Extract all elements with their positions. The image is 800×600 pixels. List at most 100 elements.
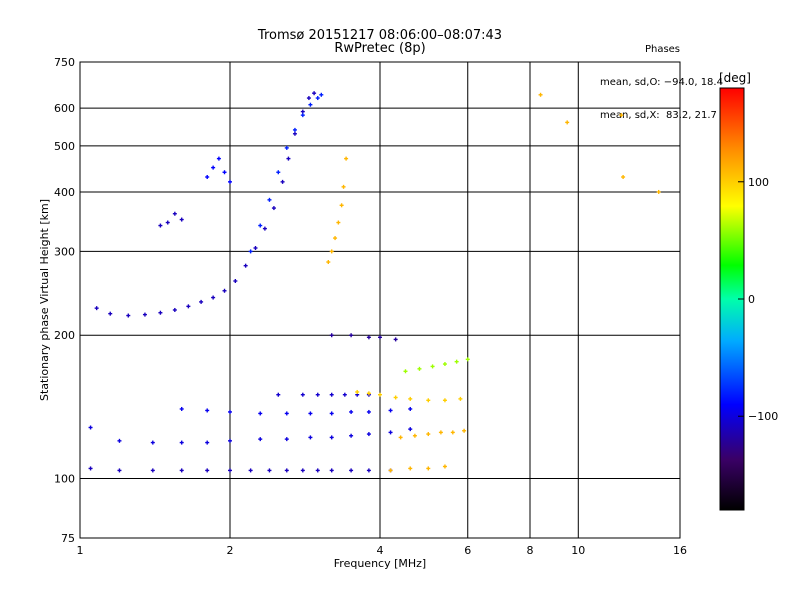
data-point <box>108 311 113 316</box>
data-point <box>276 392 281 397</box>
data-point <box>284 411 289 416</box>
chart-title-line2: RwPretec (8p) <box>334 41 426 56</box>
data-point <box>465 357 470 362</box>
x-tick-label: 16 <box>673 544 687 557</box>
data-point <box>228 179 232 184</box>
data-point <box>243 263 248 268</box>
data-point <box>284 145 289 150</box>
data-point <box>329 249 334 254</box>
data-point <box>88 466 93 471</box>
data-point <box>378 335 382 340</box>
data-point <box>408 406 413 411</box>
data-point <box>300 392 305 397</box>
data-point <box>349 433 354 438</box>
data-point <box>619 113 624 118</box>
x-tick-label: 8 <box>527 544 534 557</box>
x-axis-label: Frequency [MHz] <box>334 557 426 570</box>
data-point <box>179 468 184 473</box>
data-point <box>165 220 170 225</box>
data-point <box>179 440 184 445</box>
data-point <box>329 392 334 397</box>
y-tick-label: 400 <box>54 186 75 199</box>
plot-frame <box>79 61 681 539</box>
data-point <box>228 409 232 414</box>
data-point <box>300 113 305 118</box>
data-point <box>656 189 661 194</box>
phases-heading: Phases <box>644 44 681 55</box>
data-point <box>292 127 297 132</box>
data-point <box>258 437 263 442</box>
y-tick-label: 300 <box>54 245 75 258</box>
data-point <box>126 313 131 318</box>
data-point <box>300 468 305 473</box>
data-point <box>267 468 272 473</box>
data-point <box>442 464 447 469</box>
data-point <box>329 333 334 338</box>
data-point <box>355 389 360 394</box>
data-point <box>228 468 232 473</box>
y-tick-label: 100 <box>54 473 75 486</box>
scatter-points <box>88 91 661 473</box>
data-point <box>438 430 443 435</box>
y-tick-label: 500 <box>54 140 75 153</box>
data-point <box>211 295 216 300</box>
data-point <box>142 312 147 317</box>
data-point <box>621 174 626 179</box>
data-point <box>117 468 122 473</box>
data-point <box>393 395 398 400</box>
data-point <box>186 304 191 309</box>
data-point <box>300 109 305 114</box>
data-point <box>253 246 258 251</box>
data-point <box>393 337 398 342</box>
data-point <box>366 391 371 396</box>
data-point <box>248 249 253 254</box>
data-point <box>271 206 276 211</box>
data-point <box>366 409 371 414</box>
y-tick-label: 750 <box>54 56 75 69</box>
colorbar-tick-label: 100 <box>748 176 769 189</box>
data-point <box>349 409 354 414</box>
data-point <box>88 425 93 430</box>
data-point <box>408 466 413 471</box>
data-point <box>388 430 393 435</box>
data-point <box>315 96 320 101</box>
data-point <box>403 369 408 374</box>
colorbar-tick-label: −100 <box>748 410 778 423</box>
data-point <box>366 432 371 437</box>
data-point <box>308 102 313 107</box>
data-point <box>205 408 210 413</box>
x-tick-label: 4 <box>377 544 384 557</box>
data-point <box>179 406 184 411</box>
data-point <box>262 226 267 231</box>
data-point <box>308 411 313 416</box>
data-point <box>280 179 285 184</box>
data-point <box>366 335 371 340</box>
data-point <box>205 174 210 179</box>
y-axis-label: Stationary phase Virtual Height [km] <box>38 199 51 401</box>
data-point <box>450 430 455 435</box>
data-point <box>442 362 447 367</box>
data-point <box>341 184 346 189</box>
data-point <box>408 427 413 432</box>
data-point <box>378 392 382 397</box>
y-tick-label: 600 <box>54 102 75 115</box>
data-point <box>388 408 393 413</box>
data-point <box>150 440 155 445</box>
data-point <box>248 468 253 473</box>
data-point <box>117 438 122 443</box>
x-tick-label: 6 <box>464 544 471 557</box>
data-point <box>211 165 216 170</box>
colorbar-ticks: 100 0 −100 <box>738 176 778 423</box>
data-point <box>205 468 210 473</box>
data-point <box>150 468 155 473</box>
data-point <box>286 156 291 161</box>
data-point <box>94 306 99 311</box>
data-point <box>336 220 341 225</box>
data-point <box>315 392 320 397</box>
data-point <box>366 468 371 473</box>
data-point <box>538 92 543 97</box>
data-point <box>342 392 347 397</box>
data-point <box>205 440 210 445</box>
data-point <box>172 211 177 216</box>
